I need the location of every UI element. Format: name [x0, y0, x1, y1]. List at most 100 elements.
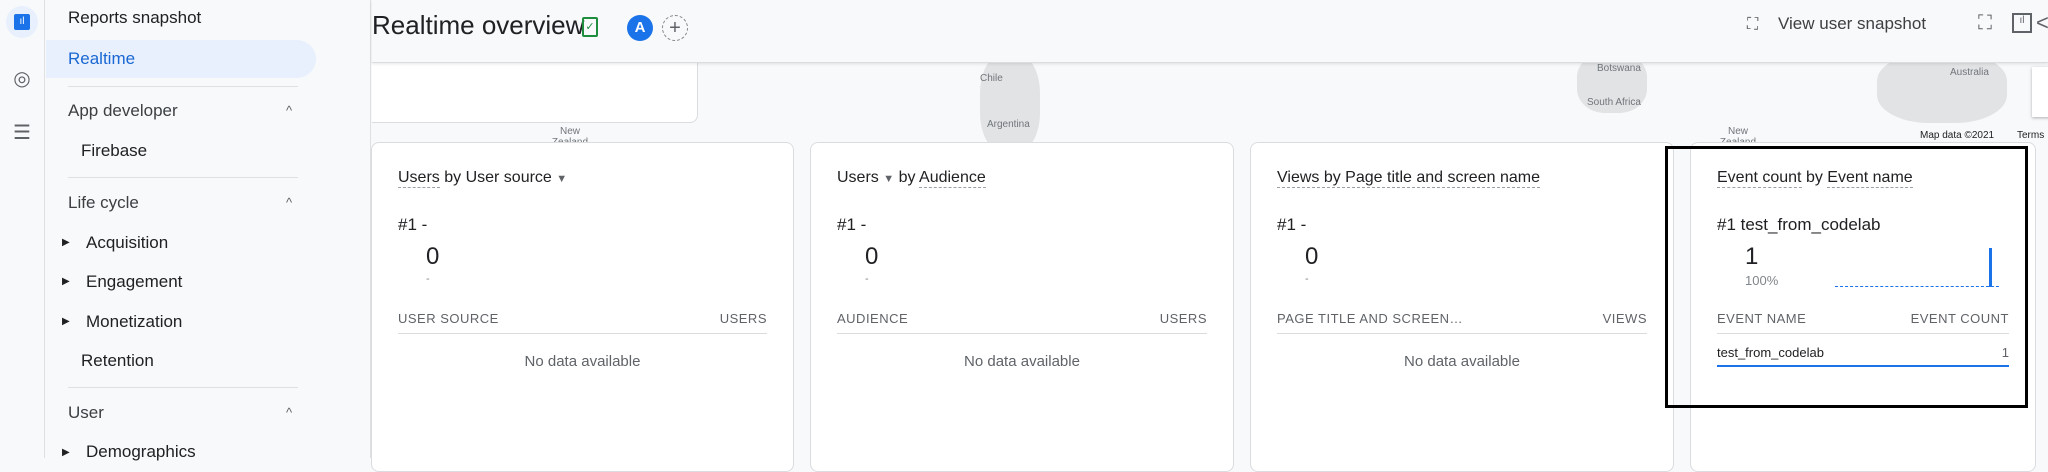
nav-firebase[interactable]: Firebase	[81, 141, 148, 160]
card-title-text[interactable]: Views by Page title and screen name	[1277, 169, 1540, 188]
share-icon[interactable]: <	[2036, 10, 2048, 35]
chevron-up-icon[interactable]: ^	[286, 103, 293, 118]
map-label: New Zealand	[1719, 126, 1757, 143]
nav-retention[interactable]: Retention	[81, 351, 154, 370]
card-title[interactable]: Views by Page title and screen name	[1277, 169, 1540, 188]
top-rank: #1 -	[837, 215, 867, 234]
map-terms-link[interactable]: Terms	[2017, 130, 2045, 141]
column-header: USERS	[1159, 311, 1207, 326]
divider	[68, 177, 298, 178]
column-header: AUDIENCE	[837, 311, 909, 326]
configure-icon[interactable]: ☰	[13, 121, 31, 144]
caret-right-icon: ▶	[62, 276, 70, 287]
sparkline-bar	[1989, 248, 1992, 287]
divider	[68, 387, 298, 388]
dimension-label: by User source	[439, 169, 552, 186]
column-header: USER SOURCE	[398, 311, 499, 326]
comparison-avatar[interactable]: A	[627, 15, 653, 41]
dropdown-arrow-icon[interactable]: ▼	[556, 173, 568, 185]
column-header: EVENT COUNT	[1910, 311, 2009, 326]
view-user-snapshot-button[interactable]: View user snapshot	[1778, 14, 1927, 33]
caret-right-icon: ▶	[62, 237, 70, 248]
row-bar	[1717, 365, 2009, 367]
realtime-map[interactable]: Chile Argentina Botswana South Africa Au…	[372, 63, 2048, 143]
top-percent: -	[426, 273, 430, 285]
nav-realtime[interactable]: Realtime	[68, 49, 136, 68]
card-title[interactable]: Users by User source ▼	[398, 169, 568, 188]
top-rank: #1 test_from_codelab	[1717, 215, 1881, 234]
nav-engagement[interactable]: Engagement	[86, 272, 183, 291]
map-label: Botswana	[1597, 63, 1641, 74]
column-header: PAGE TITLE AND SCREEN…	[1277, 311, 1464, 326]
top-value: 0	[865, 243, 879, 270]
metric-label[interactable]: Event count	[1717, 169, 1802, 188]
nav-section-life-cycle[interactable]: Life cycle	[68, 193, 139, 212]
dropdown-arrow-icon[interactable]: ▼	[883, 173, 895, 185]
icon-rail: ıl ◎ ☰	[0, 0, 45, 458]
card-event-count-by-event-name: Event count by Event name #1 test_from_c…	[1690, 142, 2036, 472]
map-label: Australia	[1950, 67, 1989, 78]
nav-demographics[interactable]: Demographics	[86, 442, 196, 461]
reports-icon[interactable]: ıl	[6, 6, 38, 38]
map-overlay-card	[372, 63, 698, 123]
nav-section-user[interactable]: User	[68, 403, 104, 422]
empty-state: No data available	[1404, 353, 1520, 370]
saved-report-icon[interactable]: ✓	[582, 17, 598, 37]
highlight-box	[1665, 146, 2028, 408]
africa-land	[1577, 63, 1647, 113]
table-row-name[interactable]: test_from_codelab	[1717, 345, 1824, 360]
card-users-by-audience: Users ▼ by Audience #1 - 0 - AUDIENCE US…	[810, 142, 1234, 472]
map-zoom-control[interactable]	[2032, 67, 2048, 117]
metric-selector[interactable]: Users	[837, 169, 879, 186]
nav-reports-snapshot[interactable]: Reports snapshot	[68, 8, 202, 27]
nav-realtime-active-bg	[46, 40, 316, 78]
top-value: 1	[1745, 243, 1759, 270]
map-label: Argentina	[987, 119, 1030, 130]
nav-acquisition[interactable]: Acquisition	[86, 233, 169, 252]
map-label: New Zealand	[551, 126, 589, 143]
customize-report-icon[interactable]: ıl	[2012, 13, 2032, 33]
map-label: Chile	[980, 73, 1003, 84]
caret-right-icon: ▶	[62, 447, 70, 458]
dimension-label: Audience	[919, 169, 986, 188]
empty-state: No data available	[524, 353, 641, 370]
dimension-label[interactable]: Event name	[1827, 169, 1913, 188]
chevron-up-icon[interactable]: ^	[286, 405, 293, 420]
top-percent: -	[865, 273, 869, 285]
column-header: EVENT NAME	[1717, 311, 1807, 326]
top-percent: -	[1305, 273, 1309, 285]
divider	[837, 333, 1207, 334]
fullscreen-icon[interactable]: ⛶	[1978, 12, 1992, 34]
page-header: Realtime overview ✓ A + ⛶ View user snap…	[372, 0, 2048, 63]
page-title: Realtime overview	[372, 10, 585, 40]
nav-monetization[interactable]: Monetization	[86, 312, 183, 331]
card-title[interactable]: Event count by Event name	[1717, 169, 1913, 188]
column-header: USERS	[719, 311, 767, 326]
divider	[68, 86, 298, 87]
metric-selector[interactable]: Users	[398, 169, 440, 188]
table-row-value: 1	[2001, 345, 2009, 360]
top-percent: 100%	[1745, 273, 1779, 288]
top-value: 0	[426, 243, 440, 270]
divider	[1277, 333, 1647, 334]
sparkline-baseline	[1835, 286, 1999, 287]
add-comparison-icon[interactable]: +	[662, 15, 688, 41]
top-rank: #1 -	[1277, 215, 1307, 234]
sidebar-nav: Reports snapshot Realtime App developer …	[46, 0, 371, 461]
card-views-by-page-title: Views by Page title and screen name #1 -…	[1250, 142, 1674, 472]
column-header: VIEWS	[1602, 311, 1647, 326]
divider	[398, 333, 767, 334]
south-america-land	[980, 63, 1040, 143]
explore-icon[interactable]: ◎	[13, 67, 31, 90]
user-snapshot-icon[interactable]: ⛶	[1747, 16, 1759, 33]
by-label: by	[1801, 169, 1828, 186]
australia-land	[1877, 63, 2007, 123]
card-title[interactable]: Users ▼ by Audience	[837, 169, 986, 188]
map-label: South Africa	[1587, 97, 1641, 108]
nav-section-app-developer[interactable]: App developer	[68, 101, 178, 120]
card-users-by-user-source: Users by User source ▼ #1 - 0 - USER SOU…	[371, 142, 794, 472]
divider	[1717, 333, 2009, 334]
map-attribution: Map data ©2021	[1920, 130, 1995, 141]
chevron-up-icon[interactable]: ^	[286, 195, 293, 210]
caret-right-icon: ▶	[62, 316, 70, 327]
